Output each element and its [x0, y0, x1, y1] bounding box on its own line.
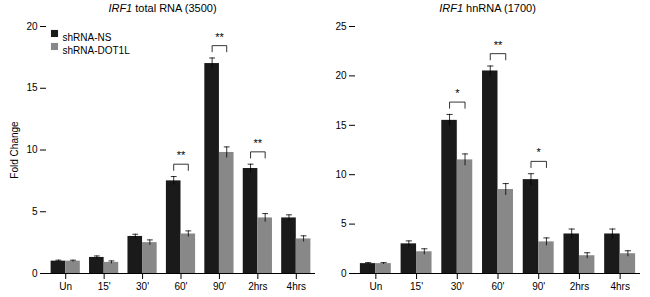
svg-text:*: *: [537, 146, 542, 158]
svg-text:60': 60': [174, 281, 187, 292]
svg-text:10: 10: [335, 169, 347, 180]
html-text:IRF1 hnRNA (1700): IRF1 hnRNA (1700): [439, 2, 536, 14]
svg-text:0: 0: [32, 268, 38, 279]
svg-text:90': 90': [532, 281, 545, 292]
svg-text:4hrs: 4hrs: [610, 281, 629, 292]
svg-text:20: 20: [335, 70, 347, 81]
svg-text:60': 60': [491, 281, 504, 292]
svg-text:2hrs: 2hrs: [248, 281, 267, 292]
svg-text:15': 15': [98, 281, 111, 292]
svg-text:**: **: [494, 39, 503, 51]
svg-text:*: *: [455, 87, 460, 99]
svg-text:15: 15: [26, 82, 38, 93]
svg-text:shRNA-NS: shRNA-NS: [63, 32, 112, 43]
svg-text:10: 10: [26, 144, 38, 155]
svg-text:15: 15: [335, 120, 347, 131]
svg-text:Un: Un: [369, 281, 382, 292]
svg-text:5: 5: [32, 206, 38, 217]
svg-text:4hrs: 4hrs: [287, 281, 306, 292]
svg-text:30': 30': [451, 281, 464, 292]
svg-text:30': 30': [136, 281, 149, 292]
svg-text:0: 0: [341, 268, 347, 279]
svg-text:**: **: [177, 149, 186, 161]
svg-text:Un: Un: [59, 281, 72, 292]
svg-text:**: **: [254, 137, 263, 149]
svg-text:**: **: [215, 31, 224, 43]
svg-text:20: 20: [26, 21, 38, 32]
html-text:IRF1 total RNA (3500): IRF1 total RNA (3500): [108, 2, 217, 14]
svg-text:5: 5: [341, 218, 347, 229]
svg-text:2hrs: 2hrs: [570, 281, 589, 292]
svg-text:15': 15': [410, 281, 423, 292]
svg-text:90': 90': [213, 281, 226, 292]
svg-text:25: 25: [335, 21, 347, 32]
svg-text:shRNA-DOT1L: shRNA-DOT1L: [63, 45, 131, 56]
svg-text:Fold Change: Fold Change: [9, 121, 20, 179]
